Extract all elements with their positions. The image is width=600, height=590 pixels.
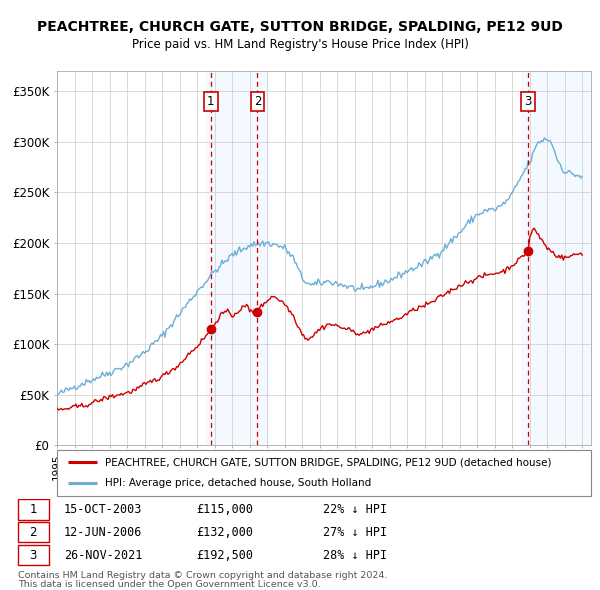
- FancyBboxPatch shape: [18, 522, 49, 542]
- Text: 22% ↓ HPI: 22% ↓ HPI: [323, 503, 387, 516]
- Text: 3: 3: [29, 549, 37, 562]
- Text: HPI: Average price, detached house, South Holland: HPI: Average price, detached house, Sout…: [105, 478, 371, 488]
- Text: 2: 2: [254, 94, 261, 108]
- Text: 28% ↓ HPI: 28% ↓ HPI: [323, 549, 387, 562]
- Text: 1: 1: [29, 503, 37, 516]
- Text: 27% ↓ HPI: 27% ↓ HPI: [323, 526, 387, 539]
- FancyBboxPatch shape: [57, 450, 591, 496]
- Text: 26-NOV-2021: 26-NOV-2021: [64, 549, 142, 562]
- Text: Price paid vs. HM Land Registry's House Price Index (HPI): Price paid vs. HM Land Registry's House …: [131, 38, 469, 51]
- Text: 12-JUN-2006: 12-JUN-2006: [64, 526, 142, 539]
- FancyBboxPatch shape: [18, 545, 49, 565]
- Text: 1: 1: [207, 94, 215, 108]
- Text: £192,500: £192,500: [196, 549, 253, 562]
- Bar: [521, 71, 591, 445]
- Text: This data is licensed under the Open Government Licence v3.0.: This data is licensed under the Open Gov…: [18, 580, 320, 589]
- Text: 15-OCT-2003: 15-OCT-2003: [64, 503, 142, 516]
- Bar: [206, 71, 269, 445]
- Text: PEACHTREE, CHURCH GATE, SUTTON BRIDGE, SPALDING, PE12 9UD (detached house): PEACHTREE, CHURCH GATE, SUTTON BRIDGE, S…: [105, 457, 551, 467]
- Text: PEACHTREE, CHURCH GATE, SUTTON BRIDGE, SPALDING, PE12 9UD: PEACHTREE, CHURCH GATE, SUTTON BRIDGE, S…: [37, 19, 563, 34]
- Text: Contains HM Land Registry data © Crown copyright and database right 2024.: Contains HM Land Registry data © Crown c…: [18, 571, 387, 580]
- Text: 2: 2: [29, 526, 37, 539]
- FancyBboxPatch shape: [18, 500, 49, 520]
- Text: £115,000: £115,000: [196, 503, 253, 516]
- Text: £132,000: £132,000: [196, 526, 253, 539]
- Text: 3: 3: [524, 94, 532, 108]
